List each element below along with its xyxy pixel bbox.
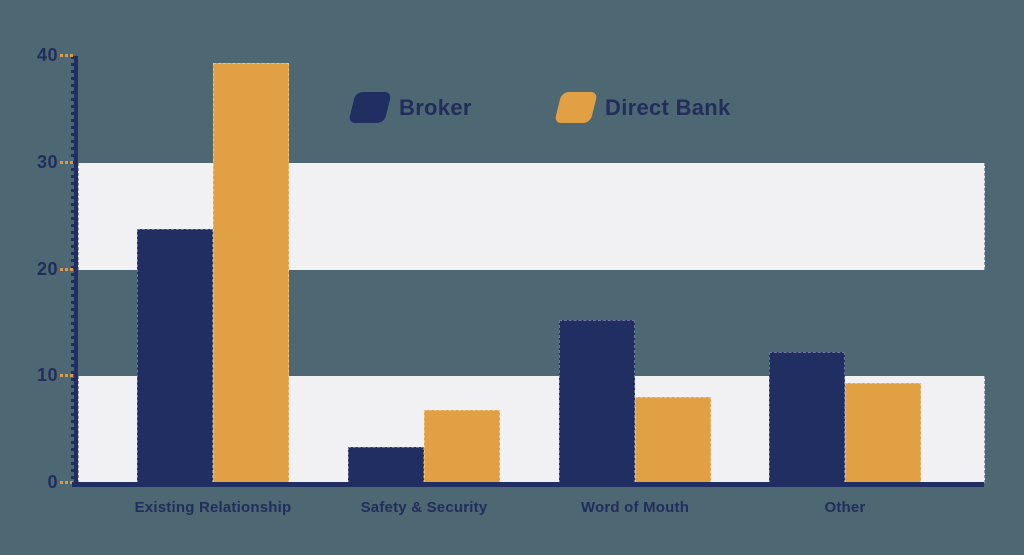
y-tick-label-30: 30 <box>36 151 58 172</box>
y-tick-20 <box>60 267 73 271</box>
bar-direct-bank-other <box>845 382 921 483</box>
bar-broker-existing-relationship <box>137 228 213 483</box>
y-tick-10 <box>60 374 73 378</box>
x-label-other: Other <box>824 499 866 516</box>
y-tick-label-40: 40 <box>36 45 58 66</box>
bar-direct-bank-word-of-mouth <box>635 396 711 483</box>
bar-broker-safety-security <box>348 446 424 483</box>
broker-swatch-icon <box>348 92 392 123</box>
legend-label-direct-bank: Direct Bank <box>605 94 731 120</box>
x-label-safety-security: Safety & Security <box>360 499 488 516</box>
y-tick-label-20: 20 <box>36 258 58 279</box>
y-axis-line <box>74 56 78 483</box>
direct-bank-swatch-icon <box>554 92 598 123</box>
y-tick-40 <box>60 54 73 57</box>
bar-broker-word-of-mouth <box>559 319 635 483</box>
legend-label-broker: Broker <box>399 94 472 120</box>
x-axis-line <box>72 482 984 487</box>
bar-direct-bank-safety-security <box>424 410 500 483</box>
x-label-word-of-mouth: Word of Mouth <box>580 499 690 516</box>
y-tick-30 <box>60 160 73 164</box>
y-tick-0 <box>60 481 73 484</box>
legend-item-broker: Broker <box>348 92 472 123</box>
bar-direct-bank-existing-relationship <box>213 63 289 483</box>
x-label-existing-relationship: Existing Relationship <box>134 499 292 516</box>
bar-broker-other <box>769 351 845 483</box>
y-tick-label-0: 0 <box>47 472 58 493</box>
legend-item-direct-bank: Direct Bank <box>554 92 731 123</box>
y-tick-label-10: 10 <box>36 365 58 386</box>
